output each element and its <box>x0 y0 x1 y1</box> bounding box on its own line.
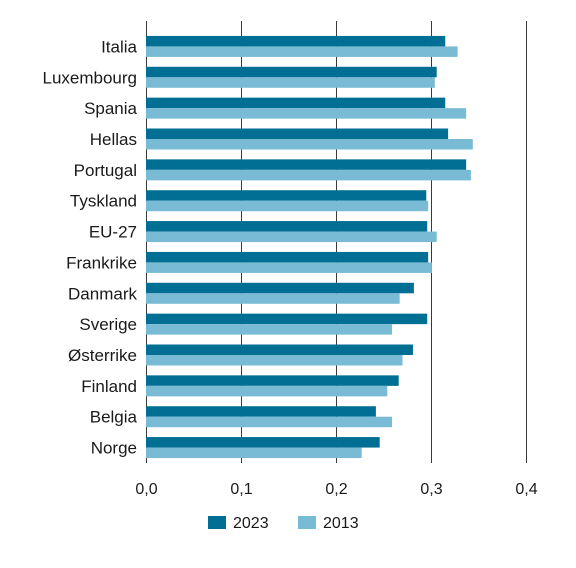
category-label: Luxembourg <box>42 68 137 87</box>
category-label: Østerrike <box>68 346 137 365</box>
bar-2023 <box>146 406 376 417</box>
x-axis-ticks: 0,0 0,1 0,2 0,3 0,4 <box>135 481 537 498</box>
bar-2013 <box>146 77 435 88</box>
legend-swatch-2013 <box>298 516 316 529</box>
bar-2013 <box>146 46 458 57</box>
bar-2023 <box>146 128 449 139</box>
bar-2013 <box>146 200 429 212</box>
category-label: Finland <box>81 377 137 396</box>
x-tick-label: 0,0 <box>135 481 157 498</box>
legend-swatch-2023 <box>208 516 226 529</box>
bar-2013 <box>146 262 432 273</box>
category-label: Tyskland <box>70 192 137 211</box>
legend-label-2013: 2013 <box>323 515 359 532</box>
x-tick-label: 0,4 <box>515 481 537 498</box>
category-label: Portugal <box>74 161 137 180</box>
legend: 2023 2013 <box>208 515 359 532</box>
bar-2023 <box>146 159 467 170</box>
x-tick-label: 0,2 <box>325 481 347 498</box>
category-label: Spania <box>84 99 137 118</box>
bar-2023 <box>146 282 414 294</box>
bar-2023 <box>146 35 446 47</box>
bar-2023 <box>146 66 437 78</box>
category-label: Danmark <box>68 284 137 303</box>
bars <box>146 35 473 459</box>
bar-2023 <box>146 313 428 325</box>
category-label: Frankrike <box>66 253 137 272</box>
bar-2023 <box>146 437 380 448</box>
category-label: Norge <box>91 439 137 458</box>
category-label: Sverige <box>79 315 137 334</box>
category-label: EU-27 <box>89 223 137 242</box>
bar-2023 <box>146 190 427 201</box>
bar-2013 <box>146 108 467 119</box>
category-labels: Italia Luxembourg Spania Hellas Portugal Tysk… <box>42 37 137 457</box>
bar-2013 <box>146 169 471 181</box>
bar-2013 <box>146 416 393 428</box>
category-label: Hellas <box>90 130 137 149</box>
bar-2013 <box>146 447 362 459</box>
bar-2013 <box>146 324 393 335</box>
category-label: Italia <box>101 37 137 56</box>
bar-2013 <box>146 385 388 397</box>
x-tick-label: 0,3 <box>420 481 442 498</box>
bar-2023 <box>146 344 413 355</box>
bar-2023 <box>146 97 446 109</box>
bar-2013 <box>146 231 437 243</box>
bar-2013 <box>146 139 473 150</box>
x-tick-label: 0,1 <box>230 481 252 498</box>
bar-2023 <box>146 221 428 232</box>
legend-label-2023: 2023 <box>233 515 269 532</box>
bar-2013 <box>146 355 403 366</box>
bar-2023 <box>146 375 399 386</box>
bar-2023 <box>146 251 429 263</box>
bar-2013 <box>146 293 400 304</box>
category-label: Belgia <box>90 408 138 427</box>
